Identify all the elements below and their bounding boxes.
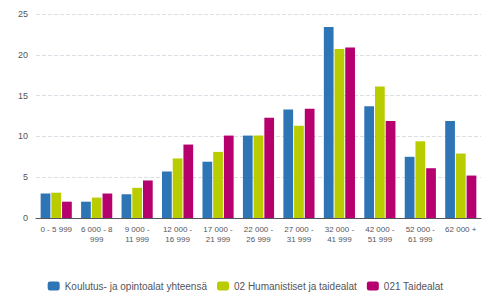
svg-text:41 999: 41 999: [327, 235, 352, 244]
svg-text:61 999: 61 999: [408, 235, 433, 244]
svg-text:17 000 -: 17 000 -: [203, 225, 233, 234]
svg-text:27 000 -: 27 000 -: [284, 225, 314, 234]
svg-text:9 000 -: 9 000 -: [125, 225, 150, 234]
svg-text:21 999: 21 999: [206, 235, 231, 244]
svg-text:12 000 -: 12 000 -: [163, 225, 193, 234]
svg-text:999: 999: [90, 235, 104, 244]
svg-text:0: 0: [23, 213, 28, 223]
svg-text:6 000 - 8: 6 000 - 8: [81, 225, 113, 234]
svg-text:32 000 -: 32 000 -: [325, 225, 355, 234]
svg-text:16 999: 16 999: [165, 235, 190, 244]
svg-text:25: 25: [18, 9, 28, 19]
svg-text:Koulutus- ja opintoalat yhteen: Koulutus- ja opintoalat yhteensä: [65, 281, 208, 292]
svg-text:51 999: 51 999: [368, 235, 393, 244]
svg-text:15: 15: [18, 91, 28, 101]
svg-text:02 Humanistiset ja taidealat: 02 Humanistiset ja taidealat: [234, 281, 357, 292]
svg-text:26 999: 26 999: [246, 235, 271, 244]
svg-text:22 000 -: 22 000 -: [244, 225, 274, 234]
svg-text:11 999: 11 999: [125, 235, 149, 244]
svg-text:0 - 5 999: 0 - 5 999: [40, 225, 72, 234]
svg-text:021 Taidealat: 021 Taidealat: [384, 281, 444, 292]
svg-text:52 000 -: 52 000 -: [406, 225, 436, 234]
svg-text:5: 5: [23, 172, 28, 182]
svg-text:20: 20: [18, 50, 28, 60]
svg-text:62 000 +: 62 000 +: [445, 225, 477, 234]
svg-text:31 999: 31 999: [287, 235, 312, 244]
svg-text:42 000 -: 42 000 -: [365, 225, 395, 234]
svg-text:10: 10: [18, 131, 28, 141]
